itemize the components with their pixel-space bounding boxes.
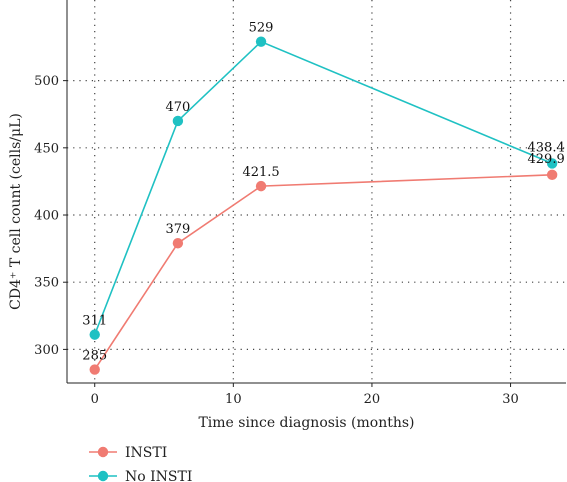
- data-label: 421.5: [242, 165, 279, 180]
- series-line-2: [93, 40, 553, 335]
- grid-lines: [67, 0, 566, 383]
- y-tick-label: 450: [34, 141, 59, 156]
- y-tick-label: 500: [34, 74, 59, 89]
- x-tick-label: 0: [91, 392, 99, 407]
- legend-label: INSTI: [125, 445, 167, 461]
- legend-marker: [97, 446, 109, 458]
- x-tick-label: 20: [364, 392, 381, 407]
- axes: [63, 0, 566, 387]
- y-tick-label: 300: [34, 343, 59, 358]
- data-point: [172, 115, 184, 127]
- y-tick-label: 350: [34, 276, 59, 291]
- data-point: [546, 158, 558, 169]
- data-label: 529: [249, 21, 274, 36]
- x-tick-label: 10: [225, 392, 242, 407]
- data-label: 438.4: [528, 140, 565, 155]
- data-point: [89, 329, 100, 340]
- data-point: [89, 364, 100, 375]
- tick-labels: 300 350 400 450 500 0 10 20 30: [34, 74, 519, 407]
- legend-label: No INSTI: [125, 469, 192, 482]
- data-label: 285: [82, 349, 107, 364]
- x-tick-label: 30: [502, 392, 519, 407]
- legend: INSTI No INSTI: [89, 445, 192, 482]
- y-tick-label: 400: [34, 209, 59, 224]
- legend-marker: [97, 470, 109, 482]
- data-label: 311: [82, 314, 107, 329]
- data-point: [255, 180, 267, 192]
- series-layer: 285 379 421.5 429.9 311 470 529 438.4: [82, 21, 565, 375]
- data-label: 429.9: [528, 152, 565, 167]
- data-point: [172, 238, 184, 249]
- x-axis-label: Time since diagnosis (months): [198, 415, 414, 431]
- data-label: 470: [165, 100, 190, 115]
- data-point: [546, 169, 558, 181]
- y-axis-label: CD4⁺ T cell count (cells/μL): [8, 113, 24, 310]
- data-label: 379: [165, 222, 190, 237]
- series-line-1: [94, 174, 553, 371]
- data-point: [255, 36, 267, 47]
